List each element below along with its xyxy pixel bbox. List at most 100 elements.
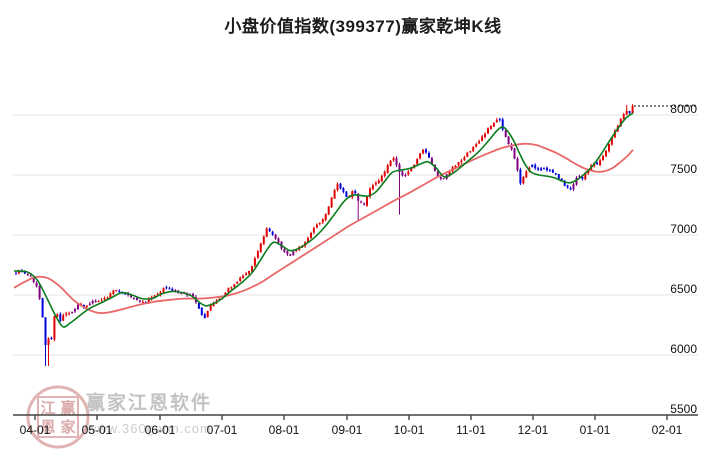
x-axis-label: 06-01 bbox=[145, 423, 176, 437]
candle bbox=[560, 178, 563, 182]
candle bbox=[41, 298, 44, 318]
green-trend-line bbox=[13, 112, 634, 328]
candle bbox=[540, 168, 543, 171]
candle bbox=[138, 300, 141, 302]
candle bbox=[374, 182, 377, 185]
candle bbox=[230, 287, 233, 289]
candle bbox=[507, 136, 510, 145]
candle bbox=[469, 151, 472, 153]
candle bbox=[330, 197, 333, 208]
candle bbox=[23, 271, 26, 274]
candle bbox=[82, 304, 85, 308]
candle bbox=[141, 301, 144, 303]
candle bbox=[333, 190, 336, 199]
candle bbox=[197, 302, 200, 309]
candle bbox=[307, 238, 309, 243]
candle bbox=[572, 184, 575, 190]
candle bbox=[354, 191, 357, 194]
candle bbox=[336, 184, 339, 191]
candle bbox=[392, 158, 395, 161]
candle bbox=[17, 270, 20, 274]
y-axis-label: 7500 bbox=[670, 162, 697, 176]
candle bbox=[133, 298, 135, 299]
candle bbox=[74, 309, 76, 312]
candle bbox=[342, 188, 345, 192]
candle bbox=[584, 173, 587, 180]
candle bbox=[534, 165, 537, 169]
candle bbox=[209, 305, 212, 311]
candle bbox=[605, 150, 607, 157]
candle bbox=[498, 119, 501, 121]
candle bbox=[259, 243, 262, 252]
candle bbox=[253, 258, 256, 266]
candle bbox=[79, 303, 82, 305]
candle bbox=[587, 170, 590, 174]
candle bbox=[315, 224, 318, 228]
candle bbox=[631, 106, 634, 113]
x-axis-label: 12-01 bbox=[518, 423, 549, 437]
candle bbox=[422, 149, 425, 154]
candle bbox=[599, 160, 602, 166]
candle bbox=[581, 177, 584, 179]
candle bbox=[407, 171, 410, 175]
candle bbox=[472, 147, 475, 151]
candle bbox=[351, 191, 354, 198]
candle bbox=[203, 314, 206, 319]
candle bbox=[91, 301, 94, 304]
candle bbox=[377, 180, 380, 184]
candle bbox=[439, 176, 442, 179]
candle bbox=[321, 219, 324, 223]
candle bbox=[271, 231, 274, 235]
candle bbox=[56, 314, 59, 317]
candle bbox=[65, 313, 68, 315]
candle bbox=[401, 171, 404, 176]
y-axis-label: 6500 bbox=[670, 282, 697, 296]
candle bbox=[26, 274, 29, 276]
candle bbox=[286, 251, 289, 255]
candle bbox=[516, 158, 519, 171]
candle bbox=[548, 169, 551, 171]
candle bbox=[233, 284, 236, 287]
candle bbox=[366, 196, 368, 206]
candle bbox=[44, 317, 47, 345]
candle bbox=[239, 277, 242, 281]
candle bbox=[389, 160, 392, 166]
candle bbox=[369, 188, 371, 197]
candle bbox=[262, 236, 265, 244]
candle bbox=[248, 271, 250, 274]
candle bbox=[118, 290, 121, 292]
candle bbox=[504, 130, 507, 137]
candle bbox=[357, 193, 360, 201]
candle bbox=[324, 214, 327, 220]
x-axis-label: 09-01 bbox=[332, 423, 363, 437]
candle bbox=[371, 185, 374, 189]
candle bbox=[525, 171, 528, 178]
candle bbox=[106, 297, 109, 299]
candle bbox=[619, 119, 622, 127]
y-axis-label: 6000 bbox=[670, 342, 697, 356]
candle bbox=[360, 201, 363, 203]
candle bbox=[608, 144, 610, 152]
candle bbox=[495, 119, 498, 123]
candle bbox=[448, 171, 451, 176]
candle bbox=[380, 175, 383, 182]
candle bbox=[428, 152, 430, 158]
candle bbox=[100, 299, 103, 301]
candle bbox=[310, 233, 312, 238]
candle bbox=[130, 295, 133, 298]
candle bbox=[62, 315, 65, 321]
candle bbox=[29, 275, 32, 277]
y-axis-label: 7000 bbox=[670, 222, 697, 236]
candle bbox=[265, 228, 268, 237]
candle bbox=[610, 137, 613, 145]
candle bbox=[224, 292, 227, 297]
candle bbox=[466, 152, 469, 157]
candle bbox=[419, 153, 422, 159]
candle bbox=[35, 283, 38, 287]
candle bbox=[457, 162, 460, 165]
candle bbox=[289, 254, 292, 256]
x-axis-label: 07-01 bbox=[207, 423, 238, 437]
candle bbox=[236, 281, 239, 284]
